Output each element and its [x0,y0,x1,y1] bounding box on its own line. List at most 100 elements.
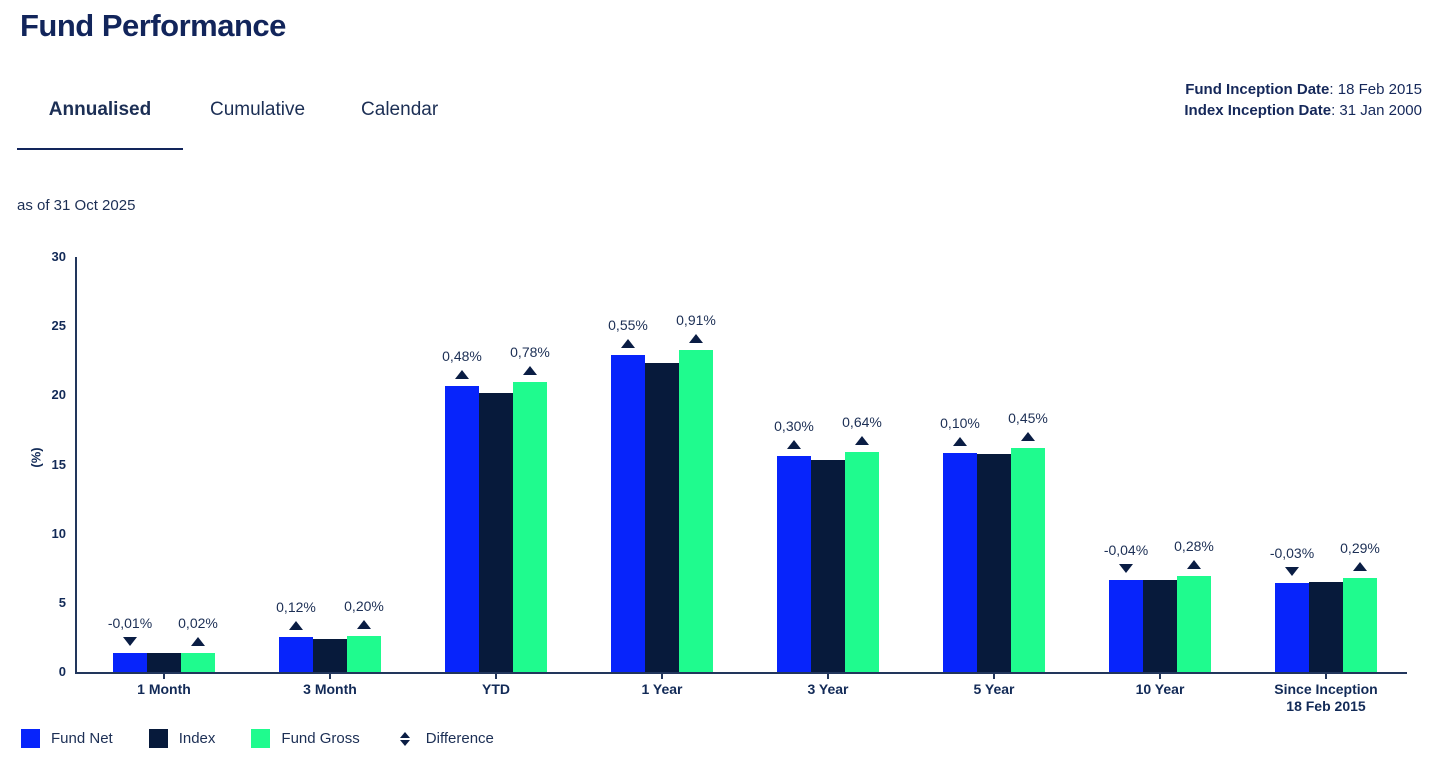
bar-index [479,392,513,672]
difference-annotation-fund_net: -0,04% [1081,542,1171,574]
bar-fund_net [445,385,479,672]
difference-value-label: 0,30% [774,418,814,435]
bar-index [147,653,181,672]
x-axis-tick [163,672,165,679]
bar-fund_gross [845,451,879,672]
bar-fund_gross [679,350,713,672]
page-title: Fund Performance [20,8,286,43]
difference-value-label: 0,12% [276,599,316,616]
difference-annotation-fund_gross: 0,45% [983,410,1073,441]
difference-annotation-fund_gross: 0,64% [817,414,907,445]
triangle-up-icon [1021,431,1035,441]
bar-fund_net [611,355,645,672]
triangle-up-icon [621,339,635,349]
bar-index [1309,582,1343,672]
triangle-up-icon [953,436,967,446]
x-axis-tick [495,672,497,679]
plot-area: 1 Month -0,01% 0,02% 3 Month 0,12% 0,20% YTD 0,… [75,257,1407,714]
bar-index [977,454,1011,672]
difference-value-label: -0,04% [1103,542,1149,559]
index-swatch-icon [148,729,168,748]
difference-value-label: 0,64% [842,413,882,430]
triangle-up-icon [289,621,303,631]
legend-item-index: Index [148,729,215,748]
bar-index [313,638,347,672]
difference-arrows-icon [396,731,415,746]
bar-fund_net [1109,580,1143,672]
x-axis-category-label: 3 Year [807,681,849,697]
inception-dates: Fund Inception Date: 18 Feb 2015 Index I… [1184,79,1422,121]
legend-item-difference: Difference [396,730,494,747]
difference-annotation-fund_net: 0,30% [749,418,839,450]
x-axis-tick [993,672,995,679]
difference-value-label: -0,01% [107,615,153,632]
difference-annotation-fund_net: 0,55% [583,317,673,349]
x-axis-category-label: 10 Year [1135,681,1185,697]
difference-value-label: 0,91% [676,312,716,329]
tab-cumulative[interactable]: Cumulative [210,99,306,120]
difference-value-label: 0,48% [442,347,482,364]
x-axis-tick [1159,672,1161,679]
bar-fund_net [113,653,147,672]
bar-fund_gross [347,636,381,672]
triangle-up-icon [1187,559,1201,569]
difference-value-label: 0,45% [1008,409,1048,426]
difference-annotation-fund_gross: 0,29% [1315,540,1405,572]
triangle-up-icon [455,369,469,379]
y-axis-tick-label: 0 [58,664,66,679]
triangle-down-icon [1285,566,1299,576]
x-axis-tick [1325,672,1327,679]
y-axis-tick-label: 5 [58,594,66,610]
index-inception-date: Index Inception Date: 31 Jan 2000 [1184,102,1422,119]
difference-annotation-fund_net: 0,12% [251,599,341,631]
bar-fund_net [943,452,977,672]
y-axis-tick-label: 25 [51,318,66,334]
bar-fund_net [777,456,811,672]
y-axis-tick-label: 20 [51,387,66,403]
x-axis-category-label: 3 Month [303,681,357,697]
x-axis-tick [827,672,829,679]
triangle-up-icon [1353,562,1367,572]
performance-bar-chart: (%) 1 Month -0,01% 0,02% 3 Month 0,12% 0,20% Y… [0,249,1451,714]
as-of-date: as of 31 Oct 2025 [17,197,136,214]
tab-calendar[interactable]: Calendar [361,99,439,120]
bar-index [1143,579,1177,672]
x-axis-category-label: 1 Month [137,681,191,697]
bar-fund_gross [1011,447,1045,672]
triangle-down-icon [123,637,137,647]
triangle-up-icon [689,334,703,344]
difference-value-label: 0,02% [178,614,218,631]
difference-value-label: 0,28% [1174,537,1214,554]
y-axis-tick-label: 15 [51,456,66,472]
y-axis-tick-label: 30 [51,249,66,264]
difference-value-label: 0,20% [344,598,384,615]
triangle-up-icon [787,440,801,450]
tab-bar: Annualised Cumulative Calendar [17,99,438,150]
legend-item-fund-net: Fund Net [21,729,113,748]
fund-inception-date: Fund Inception Date: 18 Feb 2015 [1185,81,1422,98]
x-axis-category-label: YTD [482,681,510,697]
difference-annotation-fund_net: -0,03% [1247,545,1337,576]
bar-fund_gross [181,652,215,672]
triangle-up-icon [357,620,371,630]
triangle-up-icon [855,435,869,445]
difference-annotation-fund_net: 0,10% [915,415,1005,446]
difference-value-label: 0,78% [510,343,550,360]
difference-value-label: 0,29% [1340,540,1380,557]
legend-item-fund-gross: Fund Gross [251,729,360,748]
bar-fund_gross [513,381,547,672]
bar-index [811,460,845,672]
fund-net-swatch-icon [21,729,40,748]
x-axis-category-label: Since Inception 18 Feb 2015 [1274,681,1378,714]
x-axis-tick [329,672,331,679]
x-axis-category-label: 5 Year [973,681,1015,697]
bar-fund_net [1275,582,1309,672]
difference-value-label: 0,55% [608,317,648,334]
difference-value-label: 0,10% [940,414,980,431]
triangle-down-icon [1119,564,1133,574]
difference-annotation-fund_gross: 0,28% [1149,538,1239,569]
bar-fund_gross [1177,575,1211,672]
tab-annualised[interactable]: Annualised [17,99,183,150]
bar-index [645,362,679,672]
